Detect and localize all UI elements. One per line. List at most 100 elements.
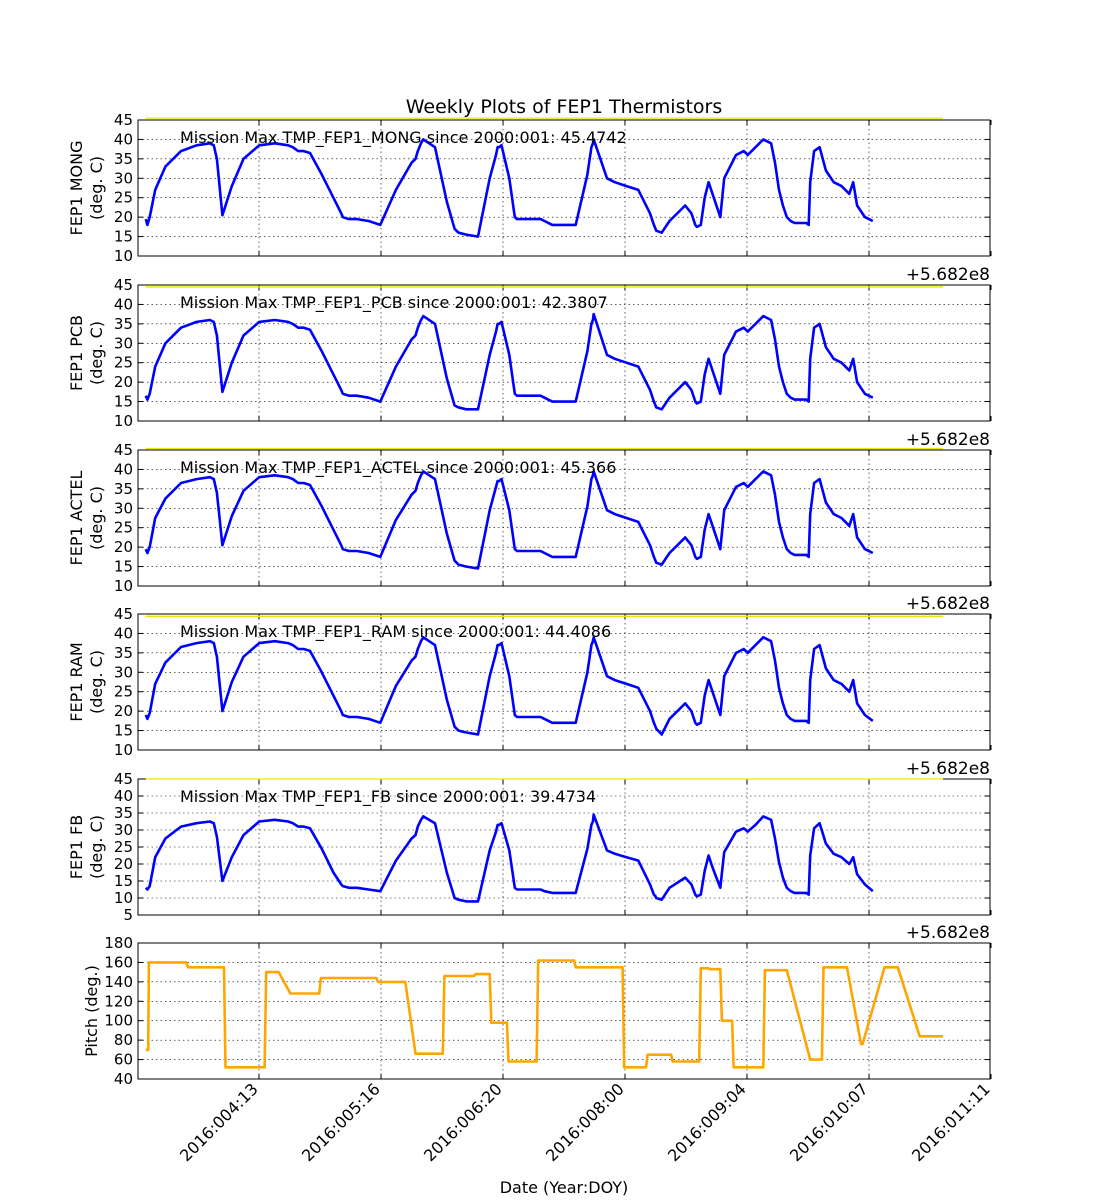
y-axis-label-line: (deg. C) [87, 486, 106, 550]
y-tick-label: 45 [114, 770, 133, 788]
y-tick-label: 40 [114, 460, 133, 478]
y-axis-label: FEP1 RAM(deg. C) [67, 642, 106, 721]
y-tick-label: 20 [114, 208, 133, 226]
y-tick-label: 10 [114, 577, 133, 595]
y-axis-label-line: FEP1 MONG [67, 141, 86, 236]
series-line [144, 470, 874, 570]
y-tick-label: 80 [114, 1031, 133, 1049]
y-axis-label-line: FEP1 FB [67, 815, 86, 879]
y-tick-label: 20 [114, 702, 133, 720]
y-tick-label: 40 [114, 624, 133, 642]
y-tick-label: 30 [114, 821, 133, 839]
y-tick-label: 35 [114, 315, 133, 333]
y-tick-label: 10 [114, 889, 133, 907]
plot-frame [137, 613, 991, 751]
y-tick-label: 5 [123, 906, 133, 924]
y-axis-label: FEP1 PCB(deg. C) [67, 315, 106, 391]
offset-label: +5.682e8 [906, 759, 990, 779]
y-tick-label: 25 [114, 189, 133, 207]
offset-label: +5.682e8 [906, 923, 990, 943]
y-tick-label: 25 [114, 519, 133, 537]
annotation: Mission Max TMP_FEP1_PCB since 2000:001:… [180, 293, 608, 313]
y-axis-label-line: FEP1 PCB [67, 315, 86, 391]
y-tick-label: 15 [114, 872, 133, 890]
x-axis-label: Date (Year:DOY) [500, 1178, 629, 1197]
y-tick-label: 15 [114, 393, 133, 411]
y-axis-label: FEP1 FB(deg. C) [67, 815, 106, 879]
y-axis-label-line: (deg. C) [87, 650, 106, 714]
y-tick-label: 25 [114, 354, 133, 372]
y-tick-label: 10 [114, 412, 133, 430]
y-tick-label: 30 [114, 334, 133, 352]
y-tick-label: 45 [114, 605, 133, 623]
y-tick-label: 120 [104, 992, 133, 1010]
y-tick-label: 15 [114, 558, 133, 576]
y-tick-label: 25 [114, 683, 133, 701]
y-tick-label: 160 [104, 953, 133, 971]
series-line [144, 813, 874, 903]
y-tick-label: 180 [104, 934, 133, 952]
y-axis-label-line: FEP1 RAM [67, 642, 86, 721]
y-axis-label: FEP1 ACTEL(deg. C) [67, 470, 106, 565]
annotation: Mission Max TMP_FEP1_MONG since 2000:001… [180, 128, 627, 148]
y-axis-label-line: (deg. C) [87, 321, 106, 385]
y-tick-label: 140 [104, 973, 133, 991]
y-tick-label: 20 [114, 855, 133, 873]
x-tick-label: 2016:009:04 [664, 1079, 750, 1165]
y-tick-label: 30 [114, 499, 133, 517]
y-tick-label: 60 [114, 1051, 133, 1069]
y-tick-label: 40 [114, 787, 133, 805]
y-tick-label: 15 [114, 228, 133, 246]
annotation: Mission Max TMP_FEP1_ACTEL since 2000:00… [180, 458, 616, 478]
x-tick-label: 2016:010:07 [786, 1079, 872, 1165]
y-tick-label: 40 [114, 295, 133, 313]
figure-title: Weekly Plots of FEP1 Thermistors [406, 96, 723, 118]
y-axis-label-line: FEP1 ACTEL [67, 470, 86, 565]
y-tick-label: 20 [114, 373, 133, 391]
y-tick-label: 35 [114, 644, 133, 662]
y-tick-label: 35 [114, 150, 133, 168]
plot-frame [137, 942, 991, 1080]
series-line [145, 959, 944, 1069]
y-tick-label: 40 [114, 130, 133, 148]
y-axis-label: FEP1 MONG(deg. C) [67, 141, 106, 236]
y-tick-label: 40 [114, 1070, 133, 1088]
y-tick-label: 100 [104, 1012, 133, 1030]
plot-frame [137, 449, 991, 587]
annotation: Mission Max TMP_FEP1_RAM since 2000:001:… [180, 622, 611, 642]
y-tick-label: 35 [114, 804, 133, 822]
y-tick-label: 35 [114, 480, 133, 498]
y-tick-label: 25 [114, 838, 133, 856]
y-tick-label: 10 [114, 741, 133, 759]
plot-frame [137, 284, 991, 422]
offset-label: +5.682e8 [906, 594, 990, 614]
y-tick-label: 30 [114, 663, 133, 681]
series-line [144, 635, 874, 736]
y-axis-label-line: (deg. C) [87, 815, 106, 879]
y-tick-label: 10 [114, 247, 133, 265]
x-tick-label: 2016:005:16 [298, 1079, 384, 1165]
y-axis-label-line: Pitch (deg.) [82, 965, 101, 1057]
plot-frame [137, 119, 991, 257]
offset-label: +5.682e8 [906, 430, 990, 450]
x-tick-label: 2016:004:13 [176, 1079, 262, 1165]
offset-label: +5.682e8 [906, 265, 990, 285]
x-tick-label: 2016:006:20 [420, 1079, 506, 1165]
annotation: Mission Max TMP_FEP1_FB since 2000:001: … [180, 787, 596, 807]
x-tick-label: 2016:008:00 [542, 1079, 628, 1165]
series-line [144, 138, 874, 238]
x-tick-label: 2016:011:11 [908, 1079, 994, 1165]
series-line [144, 312, 874, 411]
y-tick-label: 45 [114, 276, 133, 294]
y-tick-label: 15 [114, 722, 133, 740]
y-tick-label: 45 [114, 111, 133, 129]
y-tick-label: 20 [114, 538, 133, 556]
